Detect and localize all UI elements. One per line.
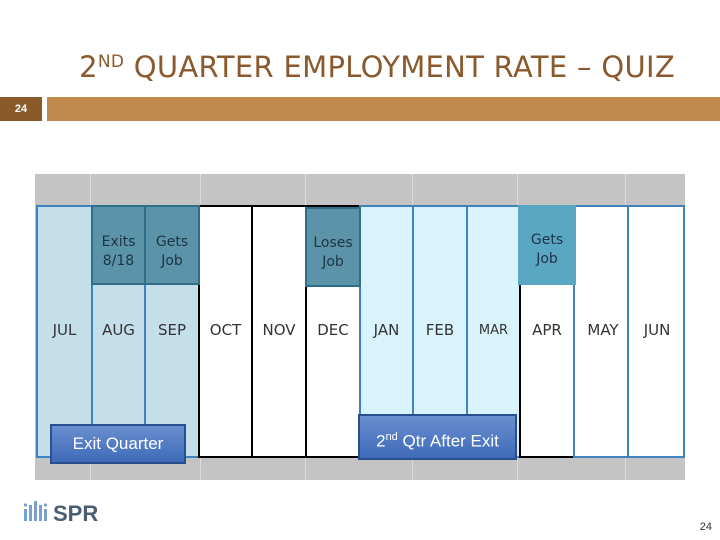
month-label: JUN [643,321,671,339]
slide-number-badge: 24 [0,97,42,121]
month-label: MAR [478,323,509,338]
month-label: NOV [262,321,296,339]
month-label: AUG [102,321,135,339]
month-label: APR [532,321,562,339]
slide-title: 2ND QUARTER EMPLOYMENT RATE – QUIZ [79,50,675,84]
month-label: SEP [157,321,187,339]
title-rule [47,97,720,121]
month-label: DEC [317,321,349,339]
event-gets-job-apr: Gets Job [518,205,576,285]
month-label: OCT [209,321,242,339]
event-exits: Exits 8/18 [91,205,146,285]
event-gets-job-sep: Gets Job [144,205,200,285]
month-label: JAN [373,321,400,339]
month-label: MAY [587,321,619,339]
page-number: 24 [699,521,712,533]
logo-text: SPR [53,501,98,526]
spr-logo: SPR [23,501,98,526]
month-cell-jun [627,205,685,458]
month-label: JUL [52,321,77,339]
month-cell-nov [251,205,307,458]
exit-quarter-label: Exit Quarter [50,424,186,464]
event-loses-job: Loses Job [305,207,361,287]
second-quarter-label: 2nd Qtr After Exit [358,414,517,460]
month-label: FEB [425,321,455,339]
